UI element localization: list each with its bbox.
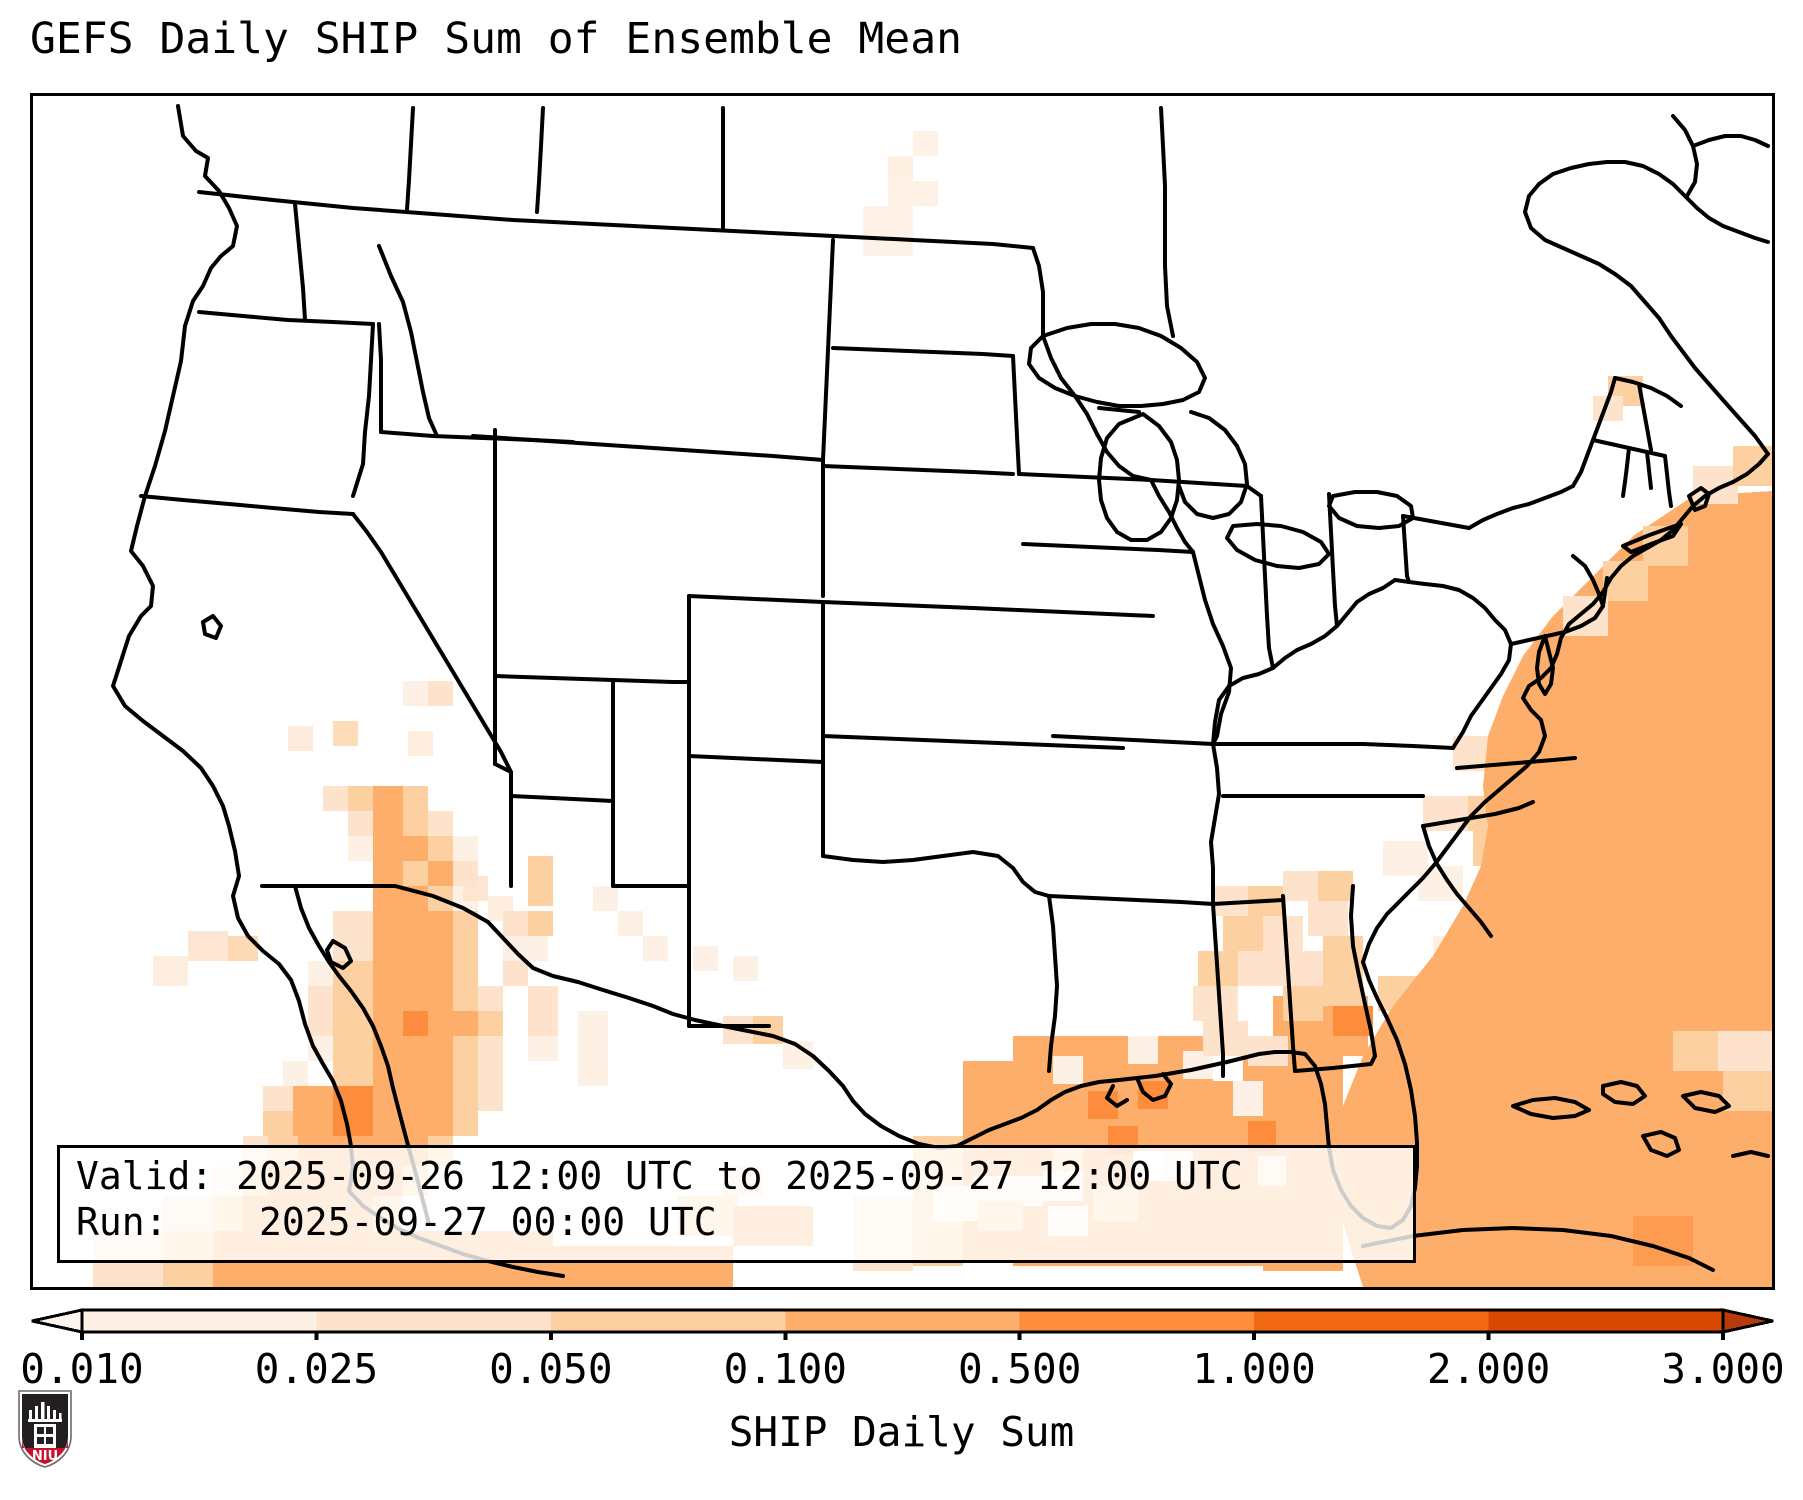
colorbar-tick-label: 0.500	[957, 1345, 1082, 1393]
colorbar-band	[550, 1310, 786, 1332]
colorbar-tick-labels: 0.010 0.025 0.050 0.100 0.500 1.000 2.000 3.000	[0, 1345, 1803, 1401]
colorbar-ticks	[80, 1332, 1725, 1340]
colorbar-axis-label: SHIP Daily Sum	[728, 1408, 1075, 1456]
niu-logo-text: NIU	[32, 1449, 58, 1464]
geography-layer	[111, 104, 1770, 1278]
colorbar-tick-label: 3.000	[1661, 1345, 1785, 1393]
colorbar-tick-label: 0.100	[723, 1345, 847, 1393]
colorbar-tick-label: 2.000	[1426, 1345, 1551, 1393]
colorbar	[30, 1300, 1775, 1340]
colorbar-over-arrow	[1721, 1308, 1774, 1334]
colorbar-tick-label: 1.000	[1192, 1345, 1316, 1393]
data-raster	[93, 131, 1772, 1287]
page-title: GEFS Daily SHIP Sum of Ensemble Mean	[30, 14, 962, 64]
colorbar-band	[785, 1310, 1021, 1332]
colorbar-under-arrow	[31, 1308, 84, 1334]
info-box: Valid: 2025-09-26 12:00 UTC to 2025-09-2…	[57, 1145, 1416, 1263]
colorbar-tick-label: 0.010	[20, 1345, 144, 1393]
colorbar-bands	[31, 1308, 1774, 1334]
run-time-text: Run: 2025-09-27 00:00 UTC	[76, 1200, 717, 1244]
colorbar-outline	[80, 1308, 1725, 1334]
colorbar-svg	[31, 1308, 1774, 1340]
colorbar-tick-label: 0.050	[489, 1345, 613, 1393]
colorbar-band	[1254, 1310, 1490, 1332]
colorbar-band	[82, 1310, 318, 1332]
colorbar-band	[1488, 1310, 1724, 1332]
map-canvas	[33, 96, 1772, 1287]
map-frame	[30, 93, 1775, 1290]
valid-time-text: Valid: 2025-09-26 12:00 UTC to 2025-09-2…	[76, 1154, 1243, 1198]
niu-logo: NIU	[18, 1390, 72, 1468]
colorbar-tick-label: 0.025	[254, 1345, 379, 1393]
colorbar-band	[316, 1310, 552, 1332]
colorbar-band	[1019, 1310, 1255, 1332]
